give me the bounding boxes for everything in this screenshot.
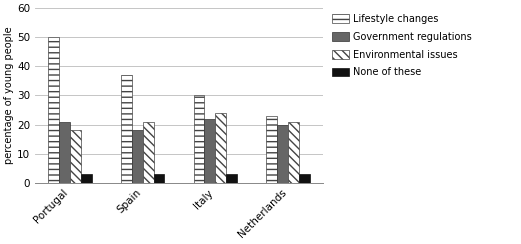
Bar xyxy=(299,174,310,183)
Bar xyxy=(193,95,204,183)
Bar xyxy=(288,122,299,183)
Bar xyxy=(48,37,59,183)
Bar xyxy=(132,131,143,183)
Legend: Lifestyle changes, Government regulations, Environmental issues, None of these: Lifestyle changes, Government regulation… xyxy=(331,13,473,78)
Bar xyxy=(81,174,92,183)
Bar xyxy=(154,174,165,183)
Bar xyxy=(215,113,226,183)
Bar xyxy=(277,125,288,183)
Y-axis label: percentage of young people: percentage of young people xyxy=(4,27,14,164)
Bar xyxy=(143,122,154,183)
Bar xyxy=(59,122,70,183)
Bar xyxy=(204,119,215,183)
Bar xyxy=(226,174,237,183)
Bar xyxy=(70,131,81,183)
Bar xyxy=(266,116,277,183)
Bar xyxy=(121,75,132,183)
